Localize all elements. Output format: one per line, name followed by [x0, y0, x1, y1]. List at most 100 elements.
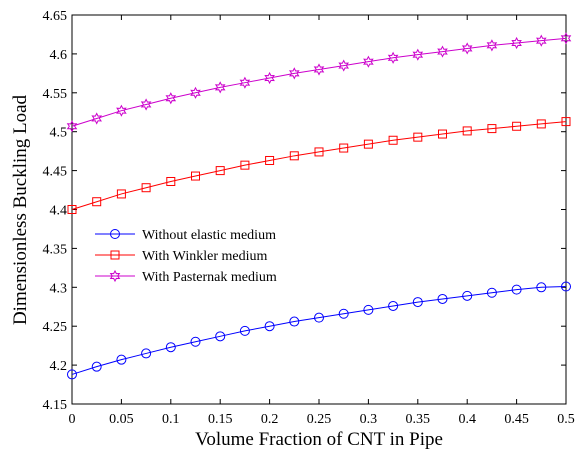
series-line	[71, 121, 567, 210]
x-axis-label: Volume Fraction of CNT in Pipe	[195, 429, 443, 450]
y-tick-label: 4.3	[50, 281, 68, 296]
data-point	[462, 290, 473, 301]
x-tick-label: 0.5	[557, 412, 575, 427]
x-axis: 0 0.05 0.1 0.15 0.2 0.25 0.3 0.35 0.4 0.45 0.5	[69, 15, 575, 427]
data-point	[141, 348, 152, 359]
data-point	[215, 166, 225, 176]
data-point	[388, 300, 399, 311]
series-circle	[67, 281, 571, 380]
data-point	[412, 297, 423, 308]
data-point	[67, 369, 77, 380]
data-point	[289, 316, 300, 327]
data-point	[437, 45, 448, 58]
data-point	[67, 205, 77, 214]
x-tick-label: 0.25	[307, 412, 332, 427]
data-point	[239, 325, 250, 336]
data-point	[339, 143, 349, 153]
data-point	[511, 36, 522, 50]
legend-marker	[110, 250, 120, 260]
series-square	[67, 117, 571, 214]
data-point	[264, 321, 275, 332]
data-point	[413, 132, 423, 142]
series-line	[71, 37, 567, 127]
data-point	[412, 48, 424, 61]
y-tick-label: 4.15	[43, 398, 68, 413]
y-tick-label: 4.2	[50, 359, 68, 374]
data-point	[165, 92, 177, 105]
legend-label: With Winkler medium	[142, 249, 267, 264]
data-point	[438, 129, 447, 139]
x-tick-label: 0.4	[458, 412, 476, 427]
data-point	[116, 104, 127, 117]
data-point	[215, 331, 226, 342]
data-point	[165, 342, 176, 353]
data-point	[140, 98, 152, 111]
data-point	[511, 284, 522, 295]
data-point	[91, 112, 102, 125]
data-point	[264, 71, 275, 85]
legend-marker	[109, 269, 121, 283]
data-point	[91, 361, 102, 372]
x-tick-label: 0.05	[109, 412, 134, 427]
data-point	[191, 171, 200, 181]
data-point	[388, 135, 398, 145]
data-point	[461, 42, 473, 55]
data-point	[561, 281, 571, 292]
data-point	[486, 39, 498, 52]
data-point	[363, 139, 373, 149]
data-point	[265, 155, 275, 165]
data-point	[338, 308, 349, 319]
data-point	[536, 34, 547, 47]
data-point	[314, 312, 324, 323]
data-point	[363, 304, 374, 315]
data-point	[486, 287, 497, 298]
data-point	[536, 282, 547, 293]
data-point	[363, 55, 374, 68]
data-point	[214, 81, 226, 94]
y-tick-label: 4.45	[43, 165, 68, 180]
data-point	[289, 67, 300, 80]
data-point	[561, 117, 571, 127]
series-star	[66, 32, 572, 133]
data-point	[313, 63, 325, 76]
data-point	[437, 293, 448, 304]
data-point	[487, 124, 497, 134]
y-tick-label: 4.55	[43, 87, 68, 102]
data-point	[240, 160, 250, 170]
y-tick-label: 4.4	[50, 204, 68, 219]
series-line	[71, 286, 567, 375]
series-layer	[66, 32, 572, 380]
y-tick-label: 4.6	[50, 48, 68, 63]
x-tick-label: 0.45	[504, 412, 529, 427]
y-axis: 4.15 4.2 4.25 4.3 4.35 4.4 4.45 4.5 4.55 4.6 4.65	[43, 9, 566, 413]
data-point	[116, 354, 127, 365]
x-tick-label: 0.35	[406, 412, 431, 427]
data-point	[338, 59, 349, 72]
y-tick-label: 4.35	[43, 242, 68, 257]
y-tick-label: 4.5	[50, 126, 68, 141]
data-point	[190, 336, 201, 347]
data-point	[66, 120, 78, 133]
data-point	[166, 176, 176, 186]
x-tick-label: 0.15	[208, 412, 233, 427]
data-point	[116, 189, 126, 199]
data-point	[536, 119, 546, 129]
data-point	[289, 151, 299, 161]
y-axis-label: Dimensionless Buckling Load	[10, 94, 31, 325]
legend: Without elastic medium With Winkler mediu…	[88, 222, 316, 297]
x-tick-label: 0.1	[162, 412, 180, 427]
data-point	[387, 51, 399, 64]
data-point	[560, 32, 572, 45]
x-tick-label: 0.2	[261, 412, 279, 427]
data-point	[239, 76, 251, 89]
data-point	[512, 121, 522, 131]
plot-area	[71, 14, 567, 405]
data-point	[190, 86, 201, 99]
legend-label: With Pasternak medium	[142, 270, 277, 285]
y-tick-label: 4.25	[43, 320, 68, 335]
x-tick-label: 0	[69, 412, 76, 427]
data-point	[92, 197, 102, 207]
x-tick-label: 0.3	[360, 412, 378, 427]
legend-marker	[110, 229, 120, 239]
